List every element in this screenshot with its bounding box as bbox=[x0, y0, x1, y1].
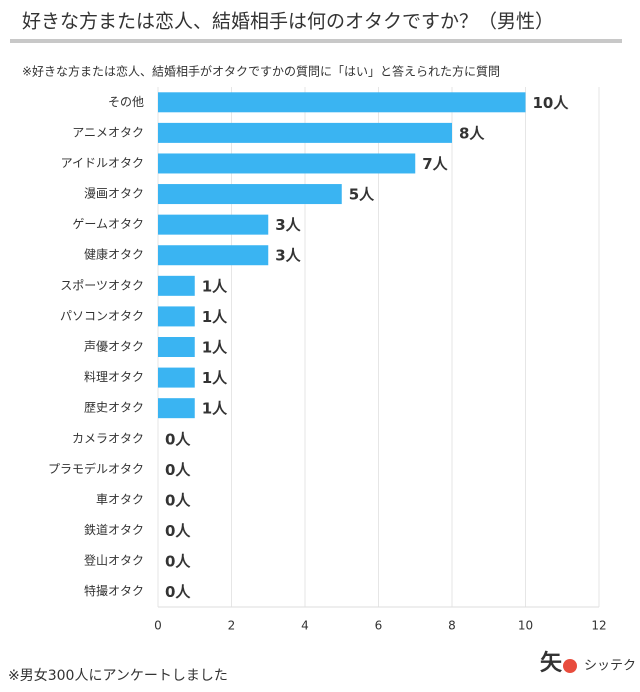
y-tick-label: ゲームオタク bbox=[72, 217, 144, 231]
chart-title: 好きな方または恋人、結婚相手は何のオタクですか？（男性） bbox=[22, 11, 554, 33]
y-tick-label: 登山オタク bbox=[84, 553, 144, 568]
y-tick-label: 車オタク bbox=[96, 492, 144, 506]
y-tick-label: 特撮オタク bbox=[84, 583, 144, 598]
x-tick-label: 0 bbox=[154, 619, 162, 633]
y-tick-label: 健康オタク bbox=[84, 247, 144, 262]
data-label: 10人 bbox=[533, 94, 570, 112]
chart-subtitle: ※好きな方または恋人、結婚相手がオタクですかの質問に「はい」と答えられた方に質問 bbox=[22, 64, 500, 79]
data-label: 1人 bbox=[202, 369, 228, 387]
data-label: 0人 bbox=[165, 553, 191, 571]
x-tick-label: 4 bbox=[301, 619, 309, 633]
bar bbox=[158, 92, 526, 113]
footnote: ※男女300人にアンケートしました bbox=[8, 667, 228, 684]
title-underline bbox=[10, 39, 622, 43]
logo-mark: 矢 bbox=[540, 650, 563, 676]
data-label: 3人 bbox=[275, 216, 301, 234]
y-tick-label: 料理オタク bbox=[84, 370, 144, 384]
bar bbox=[158, 398, 195, 419]
y-tick-label: プラモデルオタク bbox=[48, 461, 144, 476]
data-label: 0人 bbox=[165, 491, 191, 509]
bar bbox=[158, 122, 452, 143]
y-tick-label: カメラオタク bbox=[72, 431, 144, 445]
x-tick-label: 2 bbox=[228, 619, 236, 633]
data-label: 0人 bbox=[165, 522, 191, 540]
data-label: 3人 bbox=[275, 247, 301, 265]
logo-icon bbox=[563, 659, 577, 673]
data-label: 1人 bbox=[202, 400, 228, 418]
data-label: 7人 bbox=[422, 155, 448, 173]
y-tick-label: 歴史オタク bbox=[84, 401, 144, 415]
y-tick-label: アニメオタク bbox=[72, 125, 144, 139]
bar bbox=[158, 153, 416, 174]
data-label: 5人 bbox=[349, 186, 375, 204]
y-tick-label: パソコンオタク bbox=[60, 309, 144, 323]
data-label: 1人 bbox=[202, 277, 228, 295]
y-tick-label: 声優オタク bbox=[84, 340, 144, 354]
data-label: 8人 bbox=[459, 124, 485, 142]
data-label: 0人 bbox=[165, 430, 191, 448]
bar bbox=[158, 275, 195, 296]
bar bbox=[158, 245, 269, 266]
bar bbox=[158, 306, 195, 327]
x-tick-label: 6 bbox=[375, 619, 383, 633]
bar bbox=[158, 184, 342, 205]
data-label: 1人 bbox=[202, 308, 228, 326]
y-tick-label: スポーツオタク bbox=[60, 278, 144, 292]
bar bbox=[158, 367, 195, 388]
logo: シッテク bbox=[584, 659, 636, 674]
x-tick-label: 10 bbox=[518, 619, 533, 633]
y-tick-label: アイドルオタク bbox=[61, 156, 144, 170]
data-label: 1人 bbox=[202, 339, 228, 357]
data-label: 0人 bbox=[165, 461, 191, 479]
x-tick-label: 12 bbox=[591, 619, 606, 633]
y-tick-label: 漫画オタク bbox=[84, 187, 144, 201]
data-label: 0人 bbox=[165, 583, 191, 601]
bar bbox=[158, 214, 269, 235]
y-tick-label: その他 bbox=[108, 95, 144, 109]
x-tick-label: 8 bbox=[448, 619, 456, 633]
y-tick-label: 鉄道オタク bbox=[84, 522, 144, 537]
bar bbox=[158, 337, 195, 357]
